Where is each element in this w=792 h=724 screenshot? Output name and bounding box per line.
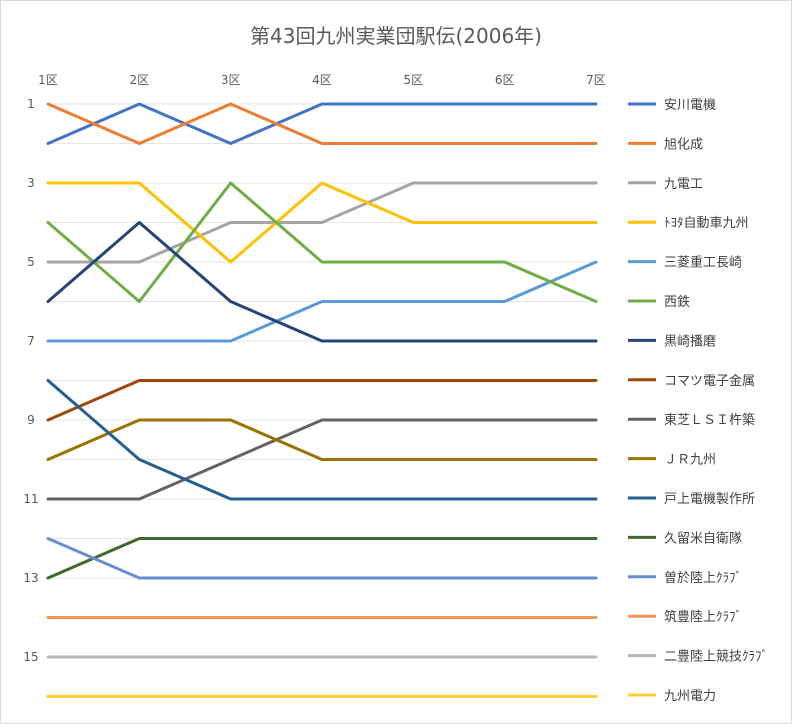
series-line-10	[46, 379, 598, 501]
series-line-6	[46, 221, 598, 343]
legend-label: 東芝ＬＳＩ杵築	[664, 412, 755, 428]
series-line-5	[46, 181, 598, 303]
legend-label: 三菱重工長崎	[664, 255, 742, 271]
y-tick-label: 13	[23, 571, 38, 585]
series-line-12	[46, 537, 598, 580]
x-tick-label: 5区	[404, 73, 424, 87]
series-line-3	[46, 181, 598, 264]
series-lines	[46, 102, 598, 698]
legend-item: 安川電機	[628, 98, 716, 113]
legend-label: 黒崎播磨	[664, 334, 716, 349]
y-tick-label: 7	[27, 334, 35, 348]
legend-label: 九電工	[664, 177, 703, 192]
legend-item: 旭化成	[628, 137, 703, 152]
x-tick-label: 4区	[312, 73, 332, 87]
y-tick-label: 1	[27, 97, 35, 111]
legend-item: ﾄﾖﾀ自動車九州	[628, 216, 749, 231]
legend-label: 筑豊陸上ｸﾗﾌﾞ	[664, 609, 742, 625]
legend-label: 戸上電機製作所	[664, 492, 755, 507]
x-axis-tick-labels: 1区 2区 3区 4区 5区 6区 7区	[38, 73, 606, 87]
y-tick-label: 15	[23, 650, 38, 664]
legend-label: 久留米自衛隊	[664, 530, 742, 546]
x-tick-label: 1区	[38, 73, 58, 87]
legend-item: 三菱重工長崎	[628, 255, 742, 271]
legend-label: 西鉄	[664, 295, 690, 310]
legend-label: 旭化成	[664, 137, 703, 152]
legend-item: 東芝ＬＳＩ杵築	[628, 412, 755, 428]
series-line-1	[46, 102, 598, 145]
y-tick-label: 5	[27, 255, 35, 269]
legend-label: コマツ電子金属	[664, 373, 755, 389]
legend-label: 曽於陸上ｸﾗﾌﾞ	[664, 570, 742, 586]
series-line-11	[46, 537, 598, 580]
series-line-2	[46, 181, 598, 264]
x-tick-label: 2区	[130, 73, 150, 87]
legend-item: 黒崎播磨	[628, 334, 716, 349]
legend-item: 西鉄	[628, 295, 690, 310]
legend-item: 戸上電機製作所	[628, 492, 755, 507]
legend-item: ＪＲ九州	[628, 453, 716, 468]
series-line-4	[46, 260, 598, 343]
legend-item: 九州電力	[628, 689, 716, 704]
legend-item: 筑豊陸上ｸﾗﾌﾞ	[628, 609, 742, 625]
gridlines	[48, 103, 596, 697]
legend-label: 安川電機	[664, 98, 716, 113]
legend-item: 二豊陸上競技ｸﾗﾌﾞ	[628, 649, 768, 665]
series-line-9	[46, 418, 598, 461]
y-tick-label: 11	[23, 492, 38, 506]
series-line-7	[46, 379, 598, 422]
series-line-0	[46, 102, 598, 145]
legend-item: 久留米自衛隊	[628, 530, 742, 546]
legend-item: コマツ電子金属	[628, 373, 755, 389]
legend-label: 二豊陸上競技ｸﾗﾌﾞ	[664, 649, 768, 665]
y-tick-label: 9	[27, 413, 35, 427]
chart-title: 第43回九州実業団駅伝(2006年)	[250, 24, 542, 48]
legend-label: ﾄﾖﾀ自動車九州	[664, 216, 749, 231]
y-tick-label: 3	[27, 176, 35, 190]
legend-label: ＪＲ九州	[664, 453, 716, 468]
legend-item: 曽於陸上ｸﾗﾌﾞ	[628, 570, 742, 586]
x-tick-label: 7区	[586, 73, 606, 87]
legend-item: 九電工	[628, 177, 703, 192]
series-line-8	[46, 418, 598, 501]
x-tick-label: 3区	[221, 73, 241, 87]
x-tick-label: 6区	[495, 73, 515, 87]
legend-label: 九州電力	[664, 689, 716, 704]
